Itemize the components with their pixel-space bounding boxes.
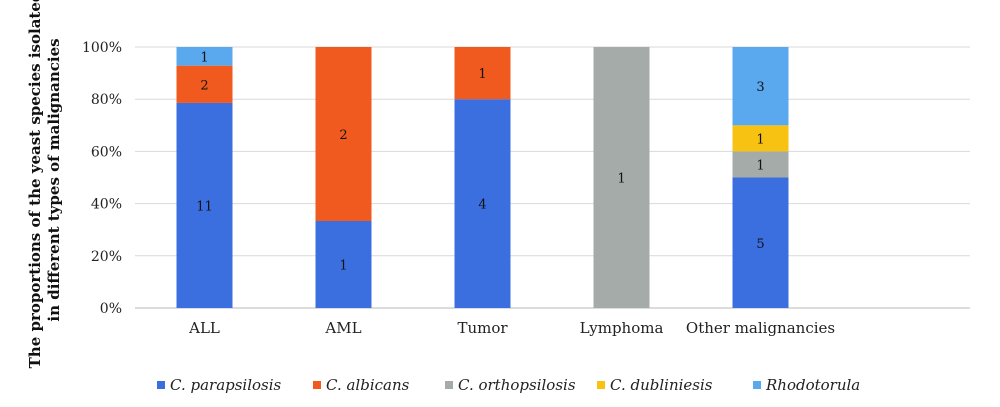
data-label: 1 xyxy=(617,172,625,187)
data-label: 1 xyxy=(756,158,764,173)
x-tick-label: Tumor xyxy=(457,319,508,337)
y-tick-label: 40% xyxy=(91,197,122,213)
data-label: 1 xyxy=(756,132,764,147)
legend-swatch xyxy=(597,381,605,389)
y-tick-label: 80% xyxy=(91,92,122,108)
bar-segment xyxy=(732,151,789,178)
data-label: 5 xyxy=(756,237,764,252)
bar-segment xyxy=(732,177,789,308)
bar-segment xyxy=(315,47,372,221)
legend-label: C. orthopsilosis xyxy=(458,376,576,394)
y-tick-label: 100% xyxy=(82,40,122,56)
data-label: 4 xyxy=(478,198,486,213)
x-tick-label: Lymphoma xyxy=(580,319,664,337)
bar-segment xyxy=(176,102,233,308)
legend-label: C. albicans xyxy=(326,376,410,394)
bar-segment xyxy=(732,125,789,152)
bar-segment xyxy=(454,47,511,100)
x-tick-label: AML xyxy=(324,319,361,337)
data-label: 1 xyxy=(200,50,208,65)
legend-swatch xyxy=(445,381,453,389)
legend-label: C. parapsilosis xyxy=(170,376,282,394)
x-tick-label: ALL xyxy=(188,319,220,337)
data-label: 3 xyxy=(756,80,764,95)
y-tick-label: 0% xyxy=(100,301,122,317)
y-axis-title: in different types of malignancies xyxy=(45,38,63,321)
y-tick-label: 60% xyxy=(91,144,122,160)
x-tick-label: Other malignancies xyxy=(686,319,835,337)
bar-segment xyxy=(732,47,789,126)
y-tick-label: 20% xyxy=(91,249,122,265)
bar-segment xyxy=(454,99,511,308)
legend-label: Rhodotorula xyxy=(765,376,860,394)
legend-swatch xyxy=(157,381,165,389)
data-label: 11 xyxy=(196,199,213,214)
bar-segment xyxy=(315,221,372,308)
legend-swatch xyxy=(313,381,321,389)
data-label: 1 xyxy=(478,67,486,82)
bar-segment xyxy=(593,47,650,308)
legend-swatch xyxy=(753,381,761,389)
data-label: 1 xyxy=(339,259,347,274)
data-label: 2 xyxy=(339,128,347,143)
data-label: 2 xyxy=(200,78,208,93)
bar-segment xyxy=(176,47,233,66)
y-axis-title: The proportions of the yeast species iso… xyxy=(26,0,44,368)
legend-label: C. dubliniesis xyxy=(610,376,713,394)
bar-segment xyxy=(176,65,233,103)
